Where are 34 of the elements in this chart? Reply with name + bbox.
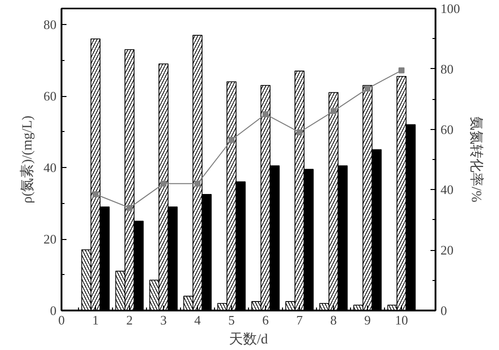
x-tick-label: 3	[160, 312, 167, 328]
point	[126, 204, 132, 211]
point	[262, 111, 268, 118]
x-tick-label: 8	[330, 312, 337, 328]
y-axis-title: ρ(氮素)/(mg/L)	[20, 115, 36, 204]
point	[364, 86, 370, 92]
x-tick-label: 6	[262, 312, 270, 328]
point	[398, 67, 404, 74]
x-tick-label: 7	[296, 312, 304, 328]
x-tick-label: 5	[228, 312, 235, 328]
point	[92, 191, 98, 198]
y2-tick-label: 20	[440, 242, 454, 258]
y-tick-label: 60	[44, 88, 56, 104]
x-tick-label: 10	[395, 312, 408, 328]
y2-tick-label: 0	[440, 303, 447, 318]
point	[330, 108, 336, 114]
y-tick-label: 0	[50, 303, 56, 318]
y-tick-label: 80	[44, 17, 56, 32]
x-tick-label: 1	[92, 312, 99, 328]
y2-tick-label: 40	[440, 182, 454, 198]
y-tick-label: 40	[44, 160, 56, 176]
point	[160, 180, 166, 187]
x-tick-label: 9	[364, 312, 371, 328]
x-axis-title: 天数/d	[229, 332, 268, 348]
y2-tick-label: 100	[440, 1, 460, 16]
y2-tick-label: 60	[440, 122, 454, 137]
point	[296, 129, 302, 136]
point	[194, 180, 200, 187]
y2-axis-title: 氨氮转化率/%	[468, 116, 484, 203]
y-tick-label: 20	[44, 232, 56, 247]
x-tick-label: 4	[194, 312, 202, 328]
y2-tick-label: 80	[440, 61, 454, 76]
x-tick-label: 2	[126, 312, 133, 328]
point	[228, 136, 234, 143]
